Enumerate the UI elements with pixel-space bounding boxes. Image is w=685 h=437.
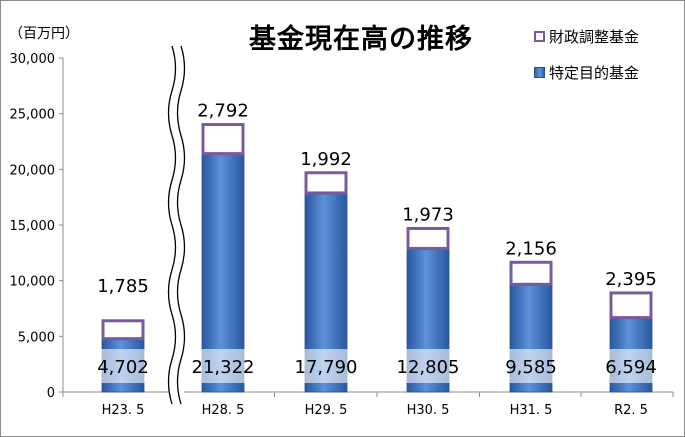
x-tick-label: H30. 5 — [407, 403, 450, 418]
legend-label: 特定目的基金 — [549, 63, 640, 82]
data-label-財政調整基金: 2,156 — [505, 238, 557, 259]
y-tick-label: 10,000 — [10, 275, 56, 290]
data-label-bg — [597, 349, 665, 383]
legend-item-財政調整基金: 財政調整基金 — [534, 25, 639, 47]
x-tick-label: H23. 5 — [102, 403, 145, 418]
x-tick-label: H31. 5 — [510, 403, 553, 418]
data-label-特定目的基金: 12,805 — [397, 357, 460, 378]
legend-item-特定目的基金: 特定目的基金 — [534, 61, 639, 83]
legend: 財政調整基金 特定目的基金 — [534, 25, 639, 97]
bar-財政調整基金 — [406, 226, 450, 250]
data-label-特定目的基金: 6,594 — [605, 357, 657, 378]
x-tick-label: H29. 5 — [305, 403, 348, 418]
bar-財政調整基金 — [101, 319, 145, 341]
data-label-特定目的基金: 9,585 — [505, 357, 557, 378]
x-tick-label: R2. 5 — [614, 403, 648, 418]
data-label-財政調整基金: 2,395 — [605, 269, 657, 290]
data-label-特定目的基金: 17,790 — [295, 357, 358, 378]
bar-財政調整基金 — [304, 171, 348, 195]
y-tick-label: 25,000 — [10, 108, 56, 123]
y-tick-label: 30,000 — [10, 52, 56, 67]
legend-swatch-outline — [534, 30, 545, 42]
x-tick-label: H28. 5 — [202, 403, 245, 418]
bar-財政調整基金 — [509, 260, 553, 286]
y-tick-label: 20,000 — [10, 163, 56, 178]
y-tick-label: 0 — [47, 386, 55, 401]
y-tick-label: 15,000 — [10, 219, 56, 234]
data-label-財政調整基金: 1,785 — [97, 276, 149, 297]
chart-title: 基金現在高の推移 — [249, 24, 473, 55]
data-label-特定目的基金: 21,322 — [192, 357, 255, 378]
data-label-財政調整基金: 1,992 — [300, 149, 352, 170]
legend-label: 財政調整基金 — [549, 27, 640, 46]
data-label-bg — [389, 349, 467, 383]
data-label-bg — [184, 349, 262, 383]
data-label-財政調整基金: 1,973 — [402, 204, 454, 225]
data-label-bg — [89, 349, 157, 383]
legend-swatch-filled — [534, 66, 545, 78]
data-label-bg — [497, 349, 565, 383]
data-label-特定目的基金: 4,702 — [97, 357, 149, 378]
bar-財政調整基金 — [201, 123, 245, 156]
y-tick-label: 5,000 — [18, 330, 55, 345]
axis-break-line — [176, 45, 186, 405]
y-unit-label: （百万円） — [9, 26, 79, 42]
data-label-bg — [287, 349, 365, 383]
axis-break-line — [167, 45, 177, 405]
data-label-財政調整基金: 2,792 — [197, 101, 249, 122]
bar-財政調整基金 — [609, 291, 653, 320]
